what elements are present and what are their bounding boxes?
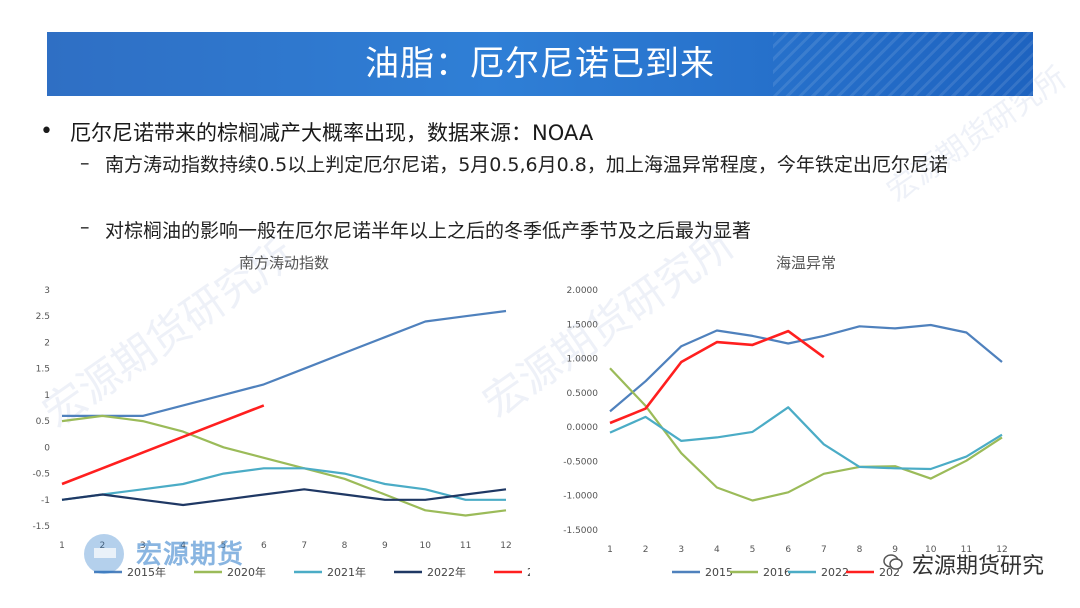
y-tick-label: 1.5000	[567, 320, 599, 330]
y-tick-label: 2.0000	[567, 286, 599, 296]
series-line-2023年	[61, 404, 265, 486]
y-tick-label: 2.5	[36, 312, 50, 322]
legend-label: 2022	[821, 566, 849, 579]
y-tick-label: 1	[44, 391, 50, 401]
legend-label: 2016	[763, 566, 791, 579]
title-banner: 油脂：厄尔尼诺已到来	[47, 32, 1033, 96]
y-tick-label: 0.5	[36, 417, 50, 427]
y-tick-label: -1	[41, 496, 50, 506]
x-tick-label: 12	[500, 541, 511, 551]
dash-icon: –	[80, 152, 90, 174]
x-tick-label: 2	[643, 545, 649, 555]
x-tick-label: 2	[99, 541, 105, 551]
y-tick-label: -0.5	[32, 470, 50, 480]
x-tick-label: 6	[261, 541, 267, 551]
y-tick-label: -1.5	[32, 522, 50, 532]
y-tick-label: -1.5000	[563, 526, 598, 536]
legend-label: 2021年	[327, 565, 366, 579]
wechat-icon	[883, 554, 903, 570]
series-line-2021年	[61, 467, 506, 501]
y-tick-label: -0.5000	[563, 457, 598, 467]
bullet-dot-icon: •	[40, 119, 53, 144]
wechat-watermark: 宏源期货研究	[883, 548, 1044, 580]
x-tick-label: 9	[382, 541, 388, 551]
series-line-2020年	[61, 414, 507, 517]
series-line-2015	[609, 323, 1003, 413]
legend-label: 2020年	[227, 565, 266, 579]
y-tick-label: 2	[44, 338, 50, 348]
series-line-2022	[609, 406, 1003, 471]
x-tick-label: 4	[180, 541, 186, 551]
banner-stripe-decoration	[773, 32, 1033, 96]
x-tick-label: 3	[140, 541, 146, 551]
x-tick-label: 8	[342, 541, 348, 551]
chart-title: 海温异常	[776, 254, 836, 272]
x-tick-label: 3	[678, 545, 684, 555]
chart-title: 南方涛动指数	[239, 254, 329, 272]
y-tick-label: 0.5000	[567, 389, 599, 399]
y-tick-label: 3	[44, 286, 50, 296]
logo-text: 宏源期货	[136, 540, 245, 570]
soi-chart: 南方涛动指数32.521.510.50-0.5-1-1.512345678910…	[32, 254, 530, 579]
legend-label: 2022年	[427, 565, 466, 579]
x-tick-label: 12	[996, 545, 1007, 555]
y-tick-label: 1.0000	[567, 355, 599, 365]
main-bullet: 厄尔尼诺带来的棕榈减产大概率出现，数据来源：NOAA	[70, 121, 594, 145]
y-tick-label: 1.5	[36, 365, 50, 375]
x-tick-label: 7	[821, 545, 827, 555]
sub-bullet-1: 南方涛动指数持续0.5以上判定厄尔尼诺，5月0.5,6月0.8，加上海温异常程度…	[105, 154, 948, 176]
watermark-text: 宏源期货研究	[911, 554, 1044, 579]
series-line-2022年	[61, 488, 507, 507]
x-tick-label: 5	[221, 541, 227, 551]
sub-bullet-2: 对棕榈油的影响一般在厄尔尼诺半年以上之后的冬季低产季节及之后最为显著	[105, 220, 752, 242]
x-tick-label: 1	[607, 545, 613, 555]
y-tick-label: 0	[44, 443, 50, 453]
x-tick-label: 6	[785, 545, 791, 555]
x-tick-label: 8	[857, 545, 863, 555]
x-tick-label: 10	[925, 545, 937, 555]
company-logo: 宏源期货	[80, 530, 310, 582]
sst-anomaly-chart: 海温异常 2.0000 1.5000 1.0000 0.5000 0.0000 -0.500…	[563, 254, 1007, 579]
legend-label: 2015年	[127, 565, 166, 579]
x-tick-label: 4	[714, 545, 720, 555]
x-tick-label: 11	[961, 545, 972, 555]
x-tick-label: 10	[420, 541, 432, 551]
y-tick-label: -1.0000	[563, 492, 598, 502]
y-tick-label: 0.0000	[567, 423, 599, 433]
page-title: 油脂：厄尔尼诺已到来	[365, 44, 715, 84]
logo-mark-icon	[84, 534, 124, 574]
x-tick-label: 5	[750, 545, 756, 555]
legend-label: 2015	[705, 566, 733, 579]
series-line-2016	[609, 367, 1003, 502]
x-tick-label: 9	[892, 545, 898, 555]
x-tick-label: 1	[59, 541, 65, 551]
dash-icon: –	[80, 216, 90, 238]
x-tick-label: 7	[301, 541, 307, 551]
legend-label: 2023年	[527, 565, 530, 579]
series-line-2015年	[62, 309, 507, 417]
series-line-2023	[609, 329, 825, 425]
x-tick-label: 11	[460, 541, 471, 551]
